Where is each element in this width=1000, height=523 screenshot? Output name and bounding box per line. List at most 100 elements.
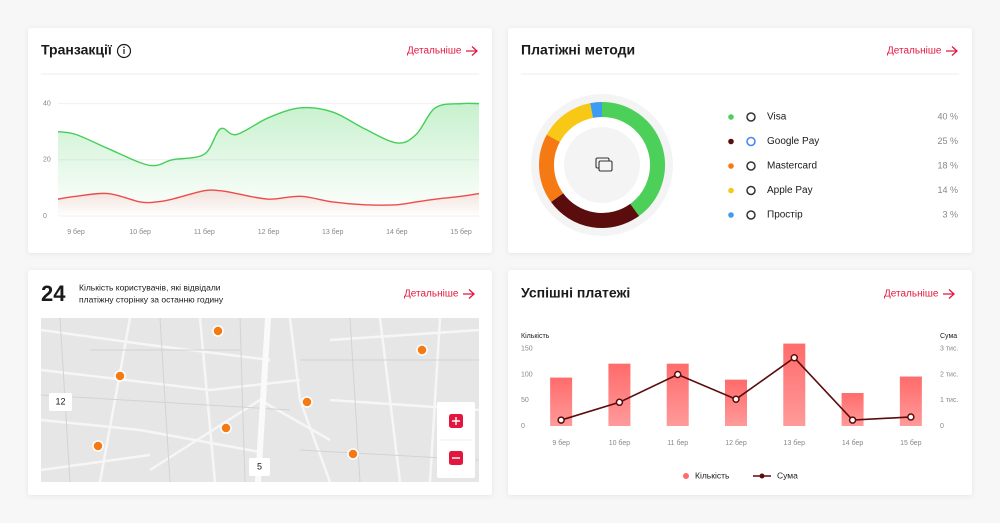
map-cluster[interactable] (249, 458, 270, 476)
y-tick-label: 50 (521, 397, 529, 404)
details-link[interactable]: Детальніше (407, 46, 462, 57)
y2-tick-label: 0 (940, 423, 944, 430)
y-tick-label: 20 (43, 157, 51, 164)
line-point (907, 413, 915, 421)
legend-label: Google Pay (767, 136, 819, 147)
line-point (557, 416, 565, 424)
line-point (790, 353, 799, 362)
y-tick-label: 0 (43, 213, 47, 220)
donut-segment (546, 103, 594, 143)
cluster-count: 5 (257, 461, 262, 471)
map[interactable] (41, 318, 479, 482)
value-label: 3 % (942, 209, 958, 219)
legend-marker (683, 473, 689, 479)
donut-segment (551, 192, 640, 228)
map-markers[interactable] (92, 325, 428, 460)
method-icon (746, 136, 756, 147)
donut-segment (590, 102, 603, 118)
y2-tick-label: 1 тис. (940, 397, 958, 404)
y2-axis-title: Сума (940, 333, 957, 340)
method-icon (746, 161, 756, 171)
card-title: Транзакції (41, 42, 113, 58)
legend-label: Простір (767, 210, 803, 221)
legend-label: Кількість (695, 470, 730, 480)
map-marker[interactable] (212, 325, 224, 337)
x-tick-label: 11 бер (194, 228, 215, 236)
legend-dot (728, 212, 734, 218)
x-tick-label: 9 бер (552, 439, 570, 447)
card-icon (598, 160, 613, 172)
x-tick-label: 12 бер (258, 228, 280, 236)
x-tick-label: 14 бер (842, 439, 864, 447)
line-point (673, 370, 682, 379)
donut-segment (539, 134, 564, 203)
bar (550, 377, 573, 426)
y2-tick-label: 2 тис. (940, 371, 958, 378)
x-tick-label: 13 бер (784, 439, 806, 447)
x-tick-label: 15 бер (450, 228, 472, 236)
bar (841, 393, 864, 426)
y2-tick-label: 3 тис. (940, 346, 958, 353)
bar (608, 363, 631, 426)
x-tick-label: 9 бер (67, 228, 85, 236)
info-icon-bar (123, 49, 125, 54)
card-title: Платіжні методи (521, 42, 635, 58)
legend-label: Сума (777, 470, 798, 480)
map-marker[interactable] (301, 396, 313, 408)
legend-dot (728, 138, 734, 145)
x-tick-label: 12 бер (725, 439, 747, 447)
bar (666, 363, 689, 426)
line-point (615, 398, 624, 407)
arrow-icon[interactable] (946, 46, 958, 56)
arrow-icon[interactable] (943, 289, 955, 299)
user-count-caption: Кількість користувачів, які відвідали (79, 282, 221, 292)
x-tick-label: 10 бер (609, 439, 631, 447)
map-marker[interactable] (416, 344, 428, 356)
map-cluster[interactable] (49, 393, 72, 411)
info-icon[interactable] (116, 43, 132, 59)
x-tick-label: 10 бер (129, 228, 151, 236)
value-label: 18 % (937, 160, 958, 170)
info-icon-dot (123, 46, 125, 49)
details-link[interactable]: Детальніше (887, 46, 942, 57)
plus-icon (452, 417, 460, 425)
y-tick-label: 0 (521, 423, 525, 430)
line-point (848, 416, 857, 424)
line (57, 102, 480, 167)
user-count-caption: платіжну сторінку за останню годину (79, 294, 224, 304)
x-tick-label: 11 бер (667, 439, 688, 447)
line-point (732, 395, 740, 403)
details-link[interactable]: Детальніше (884, 289, 939, 300)
value-label: 14 % (937, 185, 958, 195)
map-marker[interactable] (114, 370, 126, 382)
legend-marker (759, 473, 765, 479)
cluster-count: 12 (55, 396, 65, 406)
arrow-icon[interactable] (466, 46, 478, 56)
method-icon (746, 210, 756, 220)
card-title: Успішні платежі (521, 285, 630, 301)
legend-label: Visa (767, 112, 787, 123)
bar (899, 376, 922, 426)
method-icon (746, 185, 756, 196)
x-tick-label: 13 бер (322, 228, 344, 236)
legend-dot (728, 163, 734, 169)
user-count: 24 (41, 281, 66, 306)
value-label: 25 % (937, 136, 958, 146)
donut-segment (601, 102, 665, 216)
area (58, 103, 479, 216)
area (58, 189, 479, 216)
arrow-icon[interactable] (463, 289, 475, 299)
line (57, 189, 480, 206)
map-marker[interactable] (347, 448, 359, 460)
y-tick-label: 150 (521, 346, 533, 353)
y-tick-label: 40 (43, 100, 51, 107)
map-marker[interactable] (220, 422, 232, 434)
y-axis-title: Кількість (521, 332, 550, 340)
legend-label: Mastercard (767, 161, 817, 172)
value-label: 40 % (937, 111, 958, 121)
legend-dot (728, 114, 734, 120)
details-link[interactable]: Детальніше (404, 289, 459, 300)
y-tick-label: 100 (521, 371, 533, 378)
method-icon (746, 112, 756, 122)
map-marker[interactable] (92, 440, 104, 452)
